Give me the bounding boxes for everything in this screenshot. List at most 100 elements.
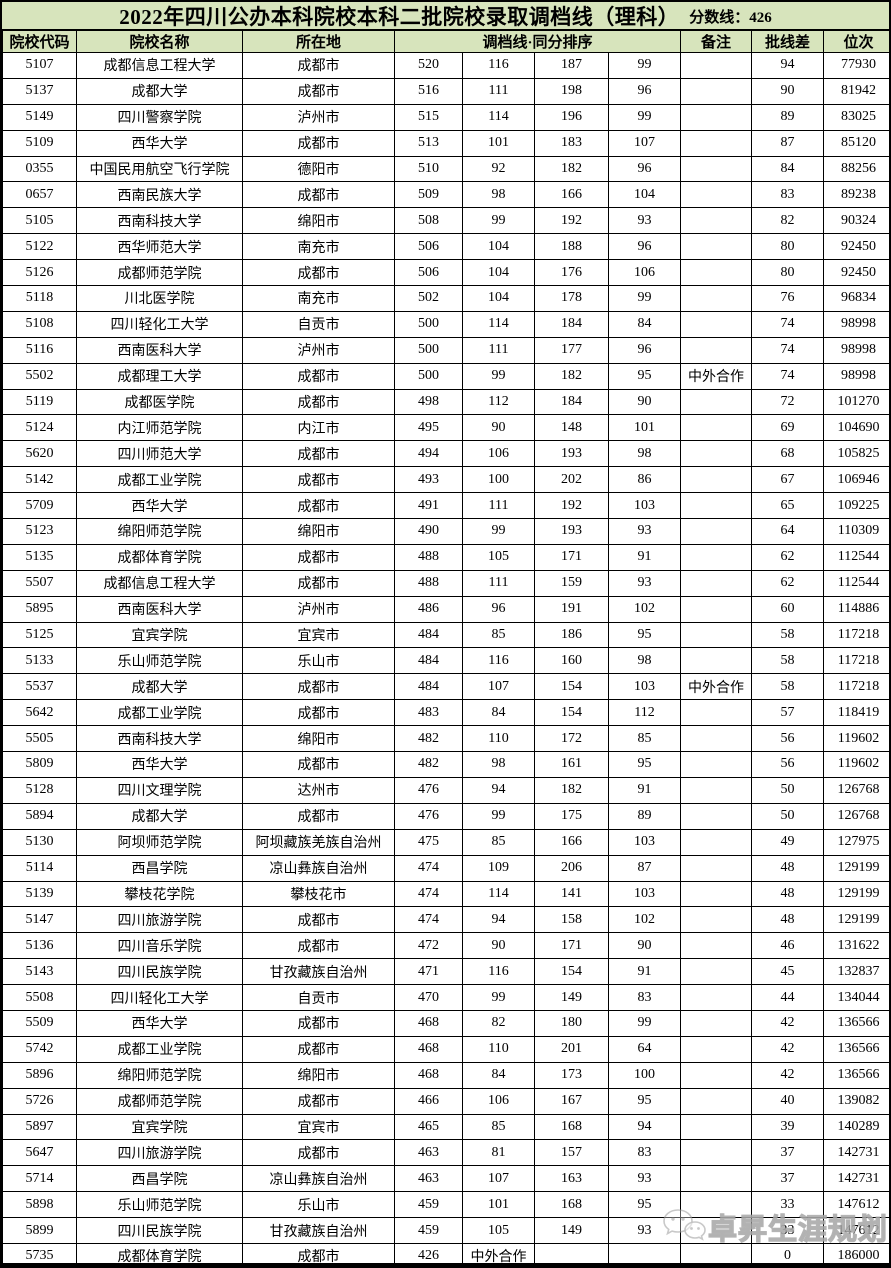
cell-name: 西昌学院 — [76, 1165, 243, 1193]
cell-c2: 107 — [462, 673, 535, 701]
cell-city: 南充市 — [242, 233, 395, 261]
cell-c4: 104 — [607, 181, 682, 209]
cell-remark — [680, 621, 753, 649]
page-title: 2022年四川公办本科院校本科二批院校录取调档线（理科） — [119, 4, 680, 29]
cell-rank: 136566 — [823, 1009, 889, 1037]
cell-diff: 58 — [751, 621, 825, 649]
cell-city: 成都市 — [242, 543, 395, 571]
cell-city: 成都市 — [242, 440, 395, 468]
cell-city: 凉山彝族自治州 — [242, 854, 395, 882]
cell-city: 宜宾市 — [242, 1113, 395, 1141]
cell-name: 四川民族学院 — [76, 1217, 243, 1244]
cell-name: 四川师范大学 — [76, 440, 243, 468]
cell-c3: 159 — [534, 569, 609, 597]
cell-c1: 516 — [394, 77, 463, 105]
cell-diff: 42 — [751, 1009, 825, 1037]
cell-name: 西华大学 — [76, 492, 243, 520]
cell-c2: 104 — [462, 285, 535, 312]
cell-c1: 476 — [394, 802, 463, 830]
table-row: 5149 四川警察学院 泸州市 515 114 196 99 89 83025 — [2, 103, 889, 131]
cell-c4: 106 — [607, 259, 682, 287]
cell-diff: 33 — [751, 1191, 825, 1219]
cell-code: 5147 — [2, 906, 77, 934]
cell-city: 泸州市 — [242, 103, 395, 131]
table-row: 5126 成都师范学院 成都市 506 104 176 106 80 92450 — [2, 259, 889, 287]
cell-c3: 171 — [534, 543, 609, 571]
cell-name: 西南医科大学 — [76, 336, 243, 364]
header-college-code: 院校代码 — [2, 30, 77, 53]
cell-name: 西华大学 — [76, 751, 243, 778]
cell-remark — [680, 77, 753, 105]
cell-city: 成都市 — [242, 1242, 395, 1263]
cell-diff: 74 — [751, 310, 825, 338]
cell-remark — [680, 1009, 753, 1037]
cell-name: 西华师范大学 — [76, 233, 243, 261]
cell-rank: 83025 — [823, 103, 889, 131]
cell-code: 5899 — [2, 1217, 77, 1244]
cell-code: 5897 — [2, 1113, 77, 1141]
cell-c2: 106 — [462, 1087, 535, 1115]
cell-code: 5136 — [2, 932, 77, 960]
cell-code: 5133 — [2, 647, 77, 675]
cell-name: 中国民用航空飞行学院 — [76, 155, 243, 183]
cell-code: 5509 — [2, 1009, 77, 1037]
cell-name: 成都工业学院 — [76, 699, 243, 727]
cell-rank: 109225 — [823, 492, 889, 520]
cell-code: 5742 — [2, 1035, 77, 1063]
table-row: 5537 成都大学 成都市 484 107 154 103 中外合作 58 117218 — [2, 673, 889, 701]
cell-c4: 96 — [607, 233, 682, 261]
header-location: 所在地 — [242, 30, 395, 53]
cell-city: 成都市 — [242, 1087, 395, 1115]
cell-diff: 37 — [751, 1165, 825, 1193]
cell-c2: 116 — [462, 52, 535, 79]
cell-c3: 192 — [534, 207, 609, 235]
cell-city: 成都市 — [242, 181, 395, 209]
cell-remark — [680, 466, 753, 494]
cell-c2: 105 — [462, 1217, 535, 1244]
cell-c4: 102 — [607, 906, 682, 934]
cell-code: 5126 — [2, 259, 77, 287]
cell-c1: 500 — [394, 310, 463, 338]
cell-c4: 90 — [607, 932, 682, 960]
cell-c1: 472 — [394, 932, 463, 960]
cell-name: 四川轻化工大学 — [76, 310, 243, 338]
table-row: 5122 西华师范大学 南充市 506 104 188 96 80 92450 — [2, 233, 889, 261]
cell-code: 5647 — [2, 1139, 77, 1167]
cell-c1: 513 — [394, 129, 463, 157]
cell-remark — [680, 207, 753, 235]
cell-name: 成都大学 — [76, 673, 243, 701]
cell-city: 甘孜藏族自治州 — [242, 958, 395, 986]
cell-diff: 0 — [751, 1242, 825, 1263]
cell-city: 成都市 — [242, 1139, 395, 1167]
cell-c3: 163 — [534, 1165, 609, 1193]
cell-diff: 56 — [751, 725, 825, 753]
cell-code: 5709 — [2, 492, 77, 520]
table-row: 5136 四川音乐学院 成都市 472 90 171 90 46 131622 — [2, 932, 889, 960]
cell-c4: 83 — [607, 984, 682, 1011]
cell-rank: 89238 — [823, 181, 889, 209]
cell-c4: 95 — [607, 1191, 682, 1219]
cell-c3: 148 — [534, 414, 609, 442]
cell-c3: 193 — [534, 518, 609, 545]
cell-c1: 509 — [394, 181, 463, 209]
cell-code: 5143 — [2, 958, 77, 986]
cell-city: 成都市 — [242, 1009, 395, 1037]
cell-c4: 91 — [607, 958, 682, 986]
cell-remark — [680, 828, 753, 856]
cell-diff: 33 — [751, 1217, 825, 1244]
cell-code: 5105 — [2, 207, 77, 235]
table-row: 5139 攀枝花学院 攀枝花市 474 114 141 103 48 129199 — [2, 880, 889, 908]
cell-name: 成都大学 — [76, 802, 243, 830]
cell-c2: 84 — [462, 699, 535, 727]
cell-c1: 474 — [394, 880, 463, 908]
cell-c3: 158 — [534, 906, 609, 934]
cell-code: 5108 — [2, 310, 77, 338]
cell-diff: 65 — [751, 492, 825, 520]
table-row: 5735 成都体育学院 成都市 426 中外合作 0 186000 — [2, 1242, 889, 1263]
cell-city: 阿坝藏族羌族自治州 — [242, 828, 395, 856]
cell-rank: 131622 — [823, 932, 889, 960]
cell-city: 宜宾市 — [242, 621, 395, 649]
cell-name: 西南医科大学 — [76, 595, 243, 623]
table-row: 5505 西南科技大学 绵阳市 482 110 172 85 56 119602 — [2, 725, 889, 753]
cell-c4: 99 — [607, 285, 682, 312]
